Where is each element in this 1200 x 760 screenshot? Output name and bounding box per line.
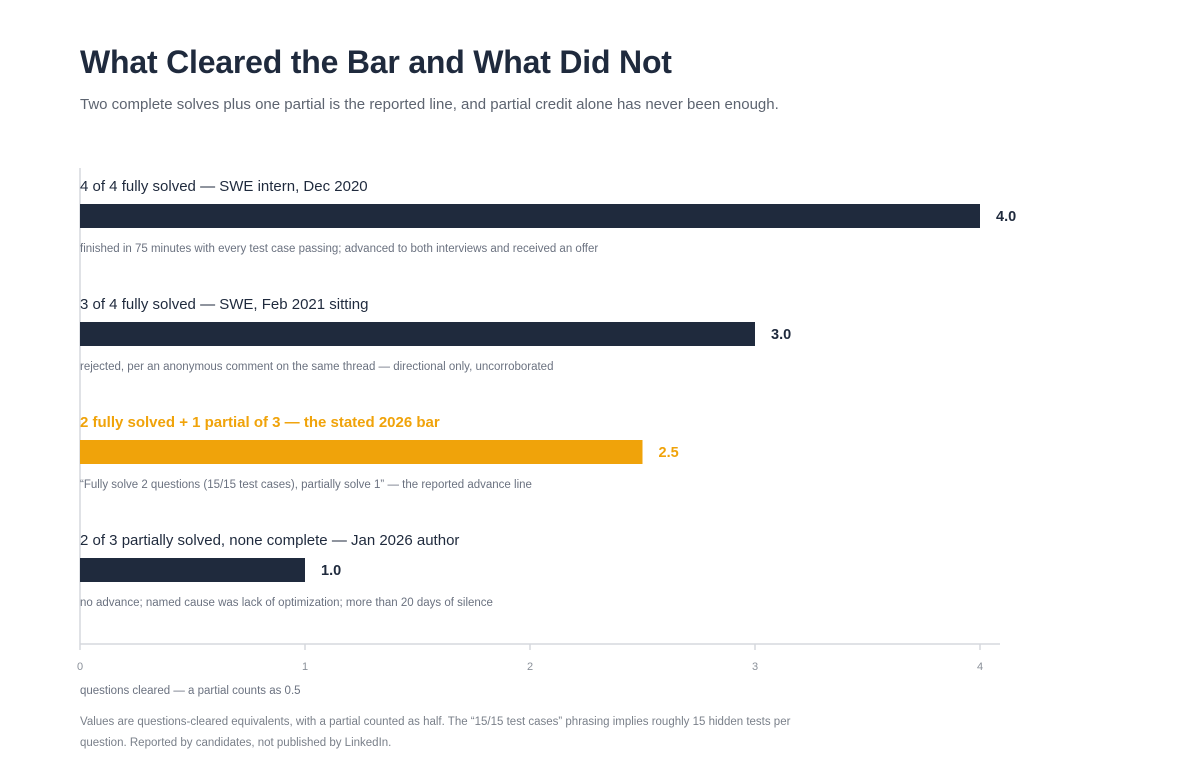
x-tick-label: 0 xyxy=(77,661,83,673)
bar xyxy=(80,322,755,346)
bar-category-label: 4 of 4 fully solved — SWE intern, Dec 20… xyxy=(80,178,368,195)
x-axis-label: questions cleared — a partial counts as … xyxy=(80,685,301,697)
x-tick-label: 3 xyxy=(752,661,758,673)
bar-value-label: 2.5 xyxy=(659,445,679,461)
bar-category-label: 3 of 4 fully solved — SWE, Feb 2021 sitt… xyxy=(80,296,368,313)
bar-annotation: no advance; named cause was lack of opti… xyxy=(80,597,493,609)
chart-title: What Cleared the Bar and What Did Not xyxy=(80,44,672,80)
bar-annotation: finished in 75 minutes with every test c… xyxy=(80,243,598,255)
bar xyxy=(80,440,643,464)
x-tick-label: 2 xyxy=(527,661,533,673)
bar xyxy=(80,558,305,582)
bar xyxy=(80,204,980,228)
bar-annotation: rejected, per an anonymous comment on th… xyxy=(80,361,553,373)
chart-subtitle: Two complete solves plus one partial is … xyxy=(80,96,779,113)
x-tick-label: 4 xyxy=(977,661,983,673)
bar-category-label: 2 fully solved + 1 partial of 3 — the st… xyxy=(80,414,440,431)
bar-value-label: 3.0 xyxy=(771,327,791,343)
bar-annotation: “Fully solve 2 questions (15/15 test cas… xyxy=(80,479,532,491)
bar-value-label: 1.0 xyxy=(321,563,341,579)
chart-footnote: Values are questions-cleared equivalents… xyxy=(80,716,791,749)
x-tick-label: 1 xyxy=(302,661,308,673)
bar-category-label: 2 of 3 partially solved, none complete —… xyxy=(80,532,459,549)
bar-value-label: 4.0 xyxy=(996,209,1016,225)
